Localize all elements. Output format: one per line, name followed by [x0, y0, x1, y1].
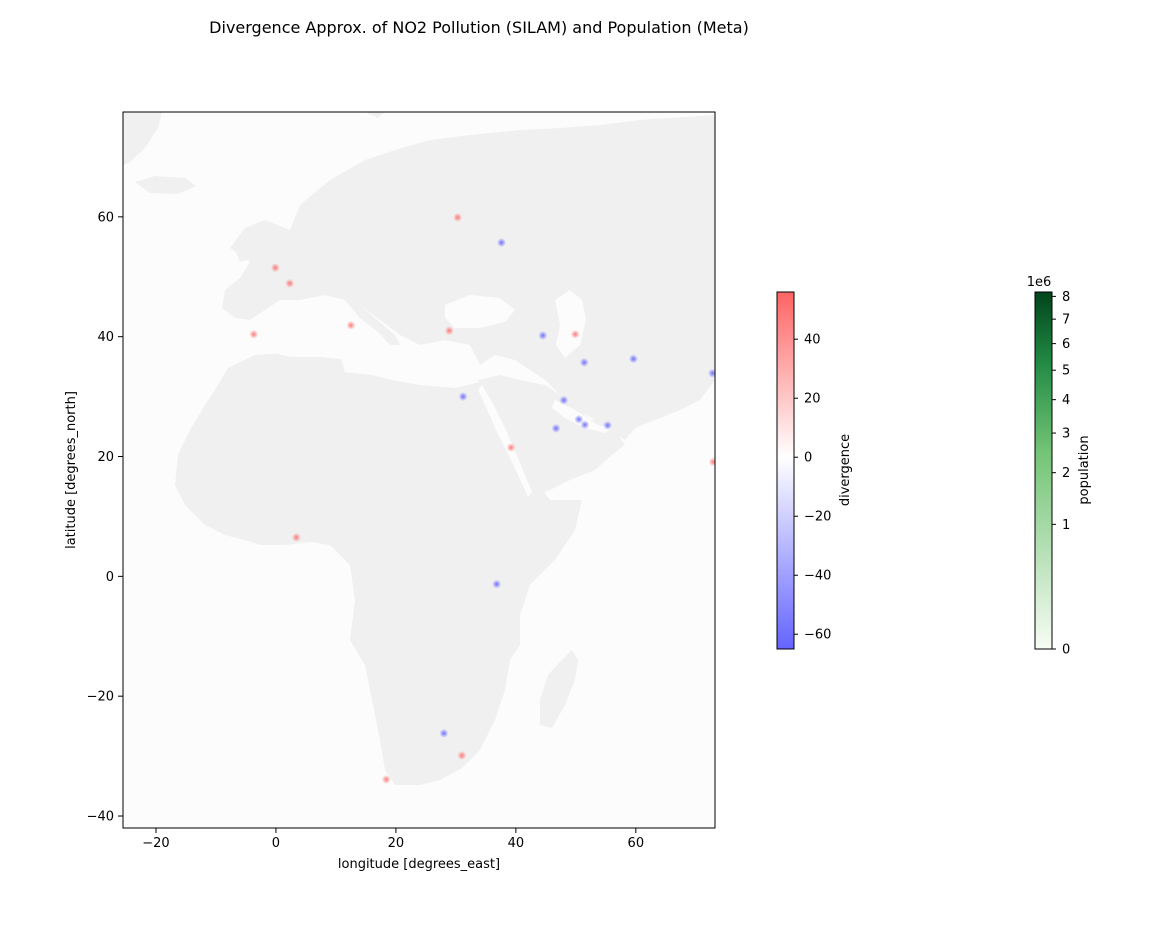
x-axis-label: longitude [degrees_east] — [338, 857, 500, 872]
divergence-hotspot — [574, 414, 584, 424]
y-axis-label: latitude [degrees_north] — [64, 391, 79, 549]
divergence-hotspot — [580, 420, 590, 430]
y-axis-ticks: −40 −20 0 20 40 60 — [87, 210, 123, 825]
land-layer — [123, 112, 715, 785]
divergence-tick-label: 0 — [804, 451, 812, 466]
x-tick-label: −20 — [142, 836, 169, 851]
divergence-hotspots — [249, 212, 715, 784]
x-tick-label: 40 — [508, 836, 525, 851]
land-greenland — [123, 112, 162, 165]
y-tick-label: −40 — [87, 810, 114, 825]
population-colorbar: 0 1 2 3 4 5 6 7 8 1e6 population — [1027, 275, 1092, 658]
population-tick-label: 0 — [1062, 643, 1070, 658]
population-colorbar-ticks: 0 1 2 3 4 5 6 7 8 — [1052, 290, 1070, 658]
land-italy — [345, 300, 400, 345]
map-frame — [122, 111, 716, 829]
divergence-hotspot — [270, 263, 280, 273]
population-tick-label: 5 — [1062, 364, 1070, 379]
population-tick-label: 1 — [1062, 518, 1070, 533]
land-novaya-zemlya — [585, 118, 715, 155]
divergence-tick-label: 20 — [804, 392, 821, 407]
sea-caspian — [555, 290, 586, 358]
divergence-hotspot — [708, 368, 715, 378]
population-colorbar-gradient — [1034, 291, 1053, 650]
divergence-tick-label: −20 — [804, 510, 831, 525]
land-arabia — [478, 375, 625, 495]
divergence-hotspot — [457, 751, 467, 761]
divergence-hotspot — [346, 320, 356, 330]
chart-title: Divergence Approx. of NO2 Pollution (SIL… — [209, 18, 749, 37]
population-tick-label: 7 — [1062, 313, 1070, 328]
divergence-hotspot — [496, 238, 506, 248]
divergence-hotspot — [285, 278, 295, 288]
divergence-hotspot — [444, 326, 454, 336]
divergence-tick-label: −60 — [804, 628, 831, 643]
population-tick-label: 2 — [1062, 466, 1070, 481]
population-colorbar-label: population — [1077, 435, 1092, 504]
y-tick-label: 40 — [97, 330, 114, 345]
divergence-tick-label: −40 — [804, 569, 831, 584]
x-tick-label: 20 — [388, 836, 405, 851]
land-africa — [175, 352, 582, 785]
land-scandinavia — [310, 165, 395, 250]
land-iceland — [135, 176, 196, 194]
divergence-hotspot — [291, 532, 301, 542]
land-ireland — [236, 243, 252, 262]
population-colorbar-offset: 1e6 — [1027, 275, 1052, 290]
x-axis-ticks: −20 0 20 40 60 — [142, 828, 644, 851]
divergence-hotspot — [453, 212, 463, 222]
divergence-colorbar-ticks: −60 −40 −20 0 20 40 — [794, 333, 831, 643]
divergence-colorbar: −60 −40 −20 0 20 40 divergence — [776, 291, 853, 650]
y-tick-label: 20 — [97, 450, 114, 465]
population-tick-label: 4 — [1062, 393, 1070, 408]
y-tick-label: −20 — [87, 690, 114, 705]
sea-mediterranean — [270, 335, 488, 380]
x-tick-label: 60 — [628, 836, 645, 851]
y-tick-label: 0 — [106, 570, 114, 585]
divergence-hotspot — [439, 728, 449, 738]
divergence-hotspot — [570, 329, 580, 339]
divergence-hotspot — [628, 354, 638, 364]
divergence-hotspot — [559, 395, 569, 405]
divergence-hotspot — [506, 443, 516, 453]
sea-black — [445, 295, 515, 328]
land-uk — [252, 225, 278, 272]
divergence-colorbar-label: divergence — [838, 434, 853, 506]
divergence-tick-label: 40 — [804, 333, 821, 348]
divergence-hotspot — [538, 330, 548, 340]
divergence-hotspot — [249, 329, 259, 339]
divergence-hotspot — [492, 579, 502, 589]
sea-red — [478, 385, 532, 497]
divergence-hotspot — [551, 423, 561, 433]
land-madagascar — [540, 650, 578, 728]
divergence-hotspot — [381, 774, 391, 784]
population-tick-label: 3 — [1062, 427, 1070, 442]
x-tick-label: 0 — [272, 836, 280, 851]
divergence-hotspot — [458, 392, 468, 402]
land-svalbard — [365, 112, 385, 118]
map-axes: −20 0 20 40 60 −40 −20 0 20 40 60 longitude [degr… — [64, 111, 716, 872]
y-tick-label: 60 — [97, 210, 114, 225]
divergence-hotspot — [579, 357, 589, 367]
population-tick-label: 6 — [1062, 337, 1070, 352]
divergence-hotspot — [603, 420, 613, 430]
divergence-hotspot — [708, 457, 715, 467]
population-tick-label: 8 — [1062, 290, 1070, 305]
divergence-colorbar-gradient — [776, 291, 795, 650]
